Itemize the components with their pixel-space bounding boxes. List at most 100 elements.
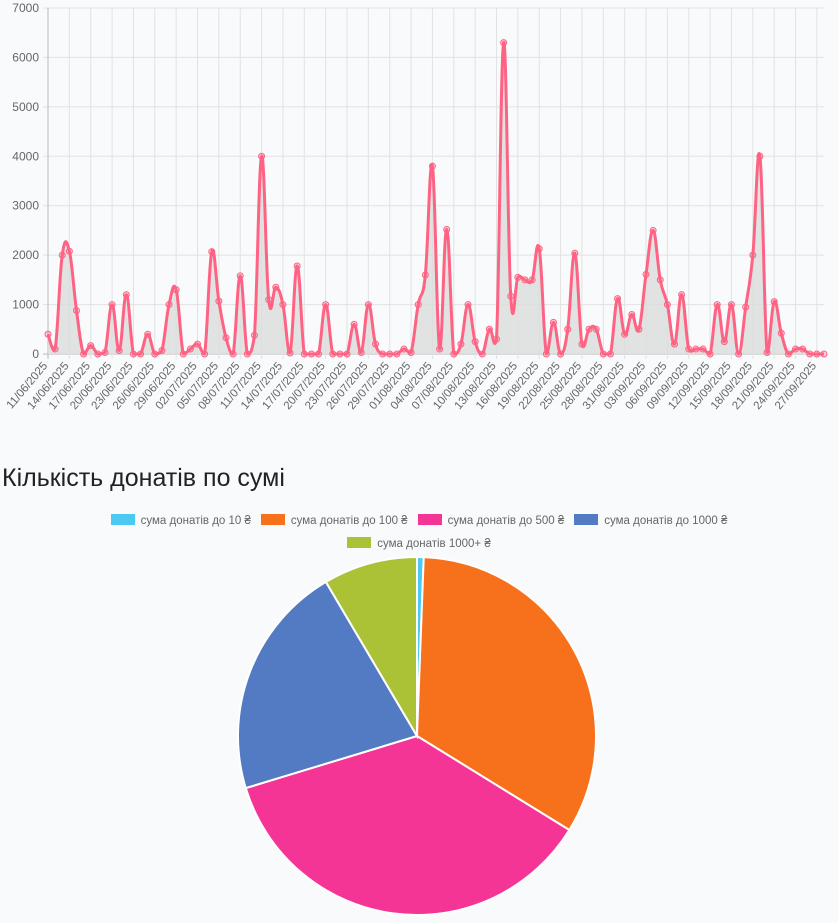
data-point: [720, 338, 728, 346]
data-point: [670, 340, 678, 348]
data-point: [279, 301, 287, 309]
data-point: [621, 330, 629, 338]
data-point: [806, 350, 814, 358]
data-point: [379, 350, 387, 358]
data-point: [393, 350, 401, 358]
data-point: [286, 349, 294, 357]
data-point: [792, 345, 800, 353]
data-point: [528, 276, 536, 284]
daily-donations-line-chart: 0100020003000400050006000700011/06/20251…: [5, 1, 828, 412]
data-point: [699, 345, 707, 353]
pie-legend: сума донатів до 10 ₴ сума донатів до 100 …: [0, 510, 838, 556]
data-point: [258, 152, 266, 160]
legend-label: сума донатів до 1000 ₴: [604, 515, 728, 527]
data-point: [557, 350, 565, 358]
data-point: [186, 345, 194, 353]
data-point: [208, 248, 216, 256]
data-point: [315, 350, 323, 358]
y-tick-label: 4000: [12, 149, 39, 163]
data-point: [300, 350, 308, 358]
data-point: [243, 350, 251, 358]
data-point: [336, 350, 344, 358]
pie-chart-title: Кількість донатів по сумі: [2, 464, 285, 492]
data-point: [614, 295, 622, 303]
data-point: [464, 301, 472, 309]
data-point: [585, 325, 593, 333]
data-point: [663, 301, 671, 309]
data-point: [236, 272, 244, 280]
data-point: [414, 301, 422, 309]
legend-swatch: [574, 514, 599, 525]
data-point: [80, 350, 88, 358]
y-tick-label: 1000: [12, 298, 39, 312]
data-point: [293, 262, 301, 270]
data-point: [763, 349, 771, 357]
data-point: [94, 350, 102, 358]
donations-by-amount-pie-chart: [237, 555, 597, 916]
legend-item[interactable]: сума донатів до 1000 ₴: [574, 510, 727, 533]
data-point: [450, 350, 458, 358]
data-point: [549, 318, 557, 326]
data-point: [521, 276, 529, 284]
data-point: [485, 325, 493, 333]
data-point: [635, 325, 643, 333]
data-point: [151, 350, 159, 358]
data-point: [144, 330, 152, 338]
data-point: [799, 345, 807, 353]
data-point: [564, 325, 572, 333]
data-point: [165, 301, 173, 309]
data-point: [507, 292, 515, 300]
data-point: [493, 335, 501, 343]
data-point: [735, 350, 743, 358]
data-point: [727, 301, 735, 309]
legend-label: сума донатів до 500 ₴: [447, 515, 565, 527]
data-point: [542, 350, 550, 358]
pie-slice: [324, 555, 418, 740]
data-point: [364, 301, 372, 309]
data-point: [436, 345, 444, 353]
data-point: [322, 301, 330, 309]
data-point: [172, 286, 180, 294]
data-point: [44, 330, 52, 338]
legend-item[interactable]: сума донатів до 10 ₴: [110, 510, 251, 533]
pie-slice: [244, 734, 571, 916]
data-point: [265, 296, 273, 304]
data-point: [514, 273, 522, 281]
data-point: [350, 320, 358, 328]
legend-item[interactable]: сума донатів до 100 ₴: [260, 510, 408, 533]
data-point: [215, 297, 223, 305]
data-point: [642, 270, 650, 278]
data-point: [307, 350, 315, 358]
data-point: [592, 325, 600, 333]
legend-swatch: [347, 537, 372, 548]
data-point: [222, 334, 230, 342]
y-tick-label: 5000: [12, 100, 39, 114]
data-point: [250, 331, 258, 339]
data-point: [179, 350, 187, 358]
data-point: [329, 350, 337, 358]
data-point: [606, 350, 614, 358]
data-point: [692, 345, 700, 353]
data-point: [820, 350, 828, 358]
data-point: [371, 340, 379, 348]
data-point: [58, 251, 66, 259]
legend-item[interactable]: сума донатів 1000+ ₴: [347, 533, 491, 556]
legend-label: сума донатів до 100 ₴: [290, 515, 408, 527]
y-tick-label: 7000: [12, 1, 39, 15]
legend-item[interactable]: сума донатів до 500 ₴: [417, 510, 565, 533]
data-point: [443, 225, 451, 233]
y-tick-label: 6000: [12, 50, 39, 64]
data-point: [101, 349, 109, 357]
data-point: [478, 350, 486, 358]
data-point: [471, 338, 479, 346]
data-point: [749, 251, 757, 259]
legend-label: сума донатів до 10 ₴: [140, 515, 251, 527]
data-point: [428, 162, 436, 170]
data-point: [137, 350, 145, 358]
data-point: [457, 340, 465, 348]
data-point: [72, 307, 80, 315]
data-point: [129, 350, 137, 358]
data-point: [784, 350, 792, 358]
data-point: [87, 342, 95, 350]
data-point: [685, 345, 693, 353]
